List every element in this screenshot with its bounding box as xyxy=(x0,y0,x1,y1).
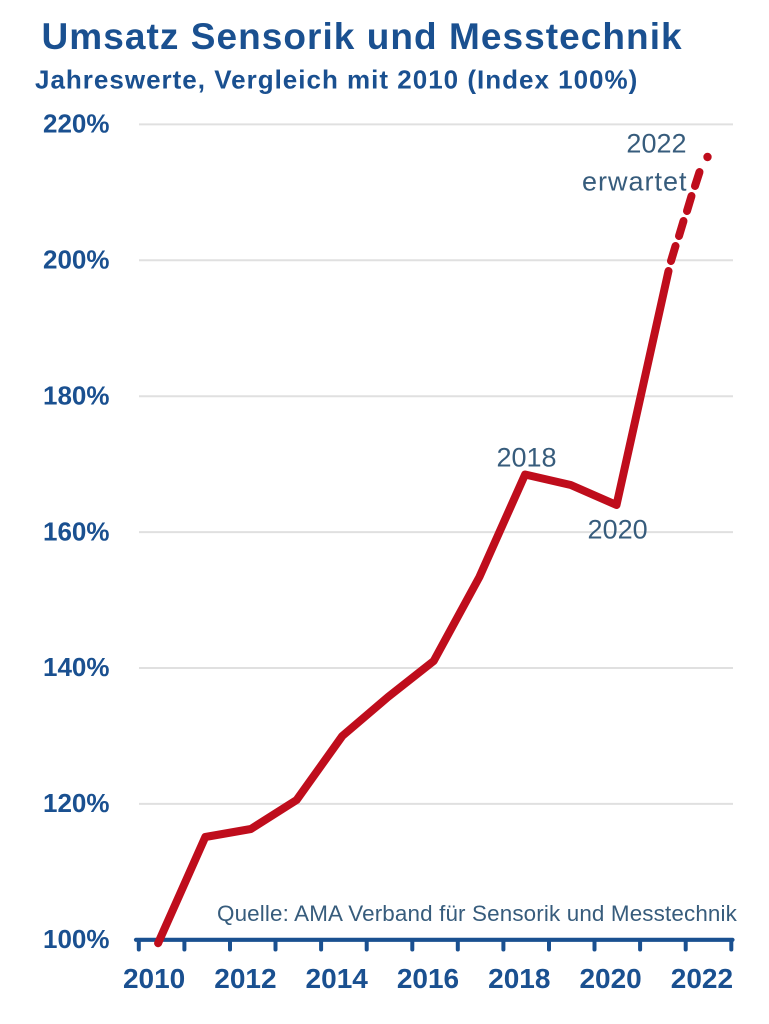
svg-text:100%: 100% xyxy=(43,924,110,954)
svg-text:2022: 2022 xyxy=(626,129,686,159)
svg-text:180%: 180% xyxy=(43,380,110,410)
svg-text:Quelle: AMA Verband für Sensor: Quelle: AMA Verband für Sensorik und Mes… xyxy=(217,901,738,926)
svg-text:Jahreswerte, Vergleich mit 201: Jahreswerte, Vergleich mit 2010 (Index 1… xyxy=(35,64,638,94)
svg-text:160%: 160% xyxy=(43,516,110,546)
svg-text:erwartet: erwartet xyxy=(582,167,688,197)
svg-text:2018: 2018 xyxy=(496,442,556,472)
svg-text:200%: 200% xyxy=(43,245,110,275)
svg-text:2018: 2018 xyxy=(488,963,550,994)
svg-text:2016: 2016 xyxy=(397,963,459,994)
svg-text:2022: 2022 xyxy=(671,963,733,994)
svg-text:140%: 140% xyxy=(43,652,110,682)
svg-text:220%: 220% xyxy=(43,109,110,139)
svg-text:Umsatz Sensorik und Messtechni: Umsatz Sensorik und Messtechnik xyxy=(42,16,683,57)
svg-text:2010: 2010 xyxy=(123,963,185,994)
svg-text:120%: 120% xyxy=(43,788,110,818)
svg-text:2012: 2012 xyxy=(214,963,276,994)
svg-text:2020: 2020 xyxy=(588,515,648,545)
svg-text:2014: 2014 xyxy=(306,963,369,994)
svg-text:2020: 2020 xyxy=(579,963,641,994)
